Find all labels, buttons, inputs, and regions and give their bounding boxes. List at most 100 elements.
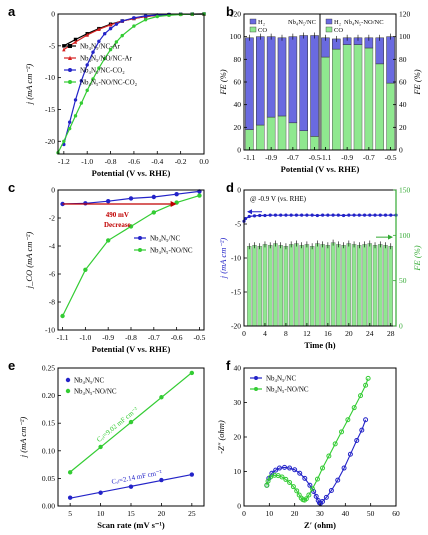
panel-d-data-point <box>373 213 377 217</box>
panel-b-bar-h2 <box>310 35 319 137</box>
panel-d-x-tick-label: 16 <box>324 329 332 338</box>
panel-b-x-tick-label: -0.7 <box>363 153 375 162</box>
panel-c-x-tick-label: -0.6 <box>171 333 183 342</box>
panel-d-fe-bar <box>262 244 268 327</box>
panel-d-fe-bar <box>252 245 257 327</box>
panel-e-x-tick-label: 25 <box>188 509 196 518</box>
panel-d-data-point <box>321 213 325 217</box>
panel-f-data-point <box>365 375 371 381</box>
panel-b-bar-h2 <box>255 36 265 126</box>
panel-c-data-point <box>83 201 88 206</box>
panel-d-data-point <box>289 213 293 217</box>
panel-f-x-tick-label: 40 <box>342 509 350 518</box>
panel-f-data-point <box>282 464 288 470</box>
panel-d-fe-bar <box>362 244 367 327</box>
panel-e-fit-label: Cₑₗ=9.02 mF cm⁻² <box>95 405 140 443</box>
panel-d-fe-bar <box>372 245 378 327</box>
panel-c-x-tick-label: -0.9 <box>102 333 114 342</box>
panel-c-annotation-value: 490 mV <box>106 211 129 219</box>
panel-label: d <box>226 180 234 195</box>
panel-f-data-point <box>313 493 319 499</box>
panel-a-data-point <box>85 88 89 93</box>
panel-b-bar-co <box>386 82 395 151</box>
panel-f-data-point <box>287 480 293 486</box>
panel-f-data-point <box>314 476 320 482</box>
panel-d-y-tick-label: -10 <box>231 254 241 263</box>
panel-e-data-point <box>67 470 73 475</box>
panel-e-y-tick-label: 0.05 <box>42 474 55 483</box>
panel-b-bar-co <box>288 122 298 151</box>
panel-a-legend-label: Nb₄N₅-NO/NC-CO₂ <box>80 79 138 87</box>
panel-b-y-tick-label: 40 <box>234 100 242 109</box>
panel-f-legend-label: Nb₄N₅-NO/NC <box>266 386 309 394</box>
panel-a-x-tick-label: -0.4 <box>151 157 163 166</box>
panel-f-data-point <box>287 465 293 471</box>
panel-a-data-point <box>79 79 84 83</box>
panel-a-data-point <box>108 47 113 52</box>
panel-f-x-tick-label: 60 <box>392 509 400 518</box>
panel-c-x-tick-label: -0.5 <box>194 333 206 342</box>
panel-d-y-axis-label: FE (%) <box>412 245 422 271</box>
panel-d-y-axis-label: j (mA cm⁻²) <box>218 238 228 280</box>
panel-c-y-tick-label: -6 <box>49 270 55 279</box>
panel-a-legend-data-point <box>68 68 72 72</box>
panel-a-y-tick-label: -15 <box>45 105 55 114</box>
panel-f-data-point <box>265 478 271 484</box>
panel-a-data-point <box>85 63 89 67</box>
panel-b-y-tick-label: 120 <box>399 10 411 19</box>
panel-e-y-tick-label: 0.20 <box>42 391 55 400</box>
panel-d-y-tick-label: -20 <box>231 322 241 331</box>
panel-b-y-tick-label: 40 <box>399 100 407 109</box>
panel-f-data-point <box>332 441 338 447</box>
panel-c-data-point <box>174 192 179 197</box>
panel-f-data-point <box>283 476 289 482</box>
panel-d-fe-bar <box>294 243 299 327</box>
panel-a-data-point <box>143 18 148 22</box>
panel-d-fe-bar <box>351 244 357 327</box>
panel-d-fe-bar <box>267 245 273 327</box>
panel-e-data-point <box>128 484 134 489</box>
panel-f-data-point <box>339 429 345 435</box>
panel-a-x-tick-label: -0.2 <box>175 157 187 166</box>
panel-e-data-point <box>128 419 134 425</box>
panel-b-bar-co <box>255 124 265 151</box>
panel-c-data-point <box>151 210 157 215</box>
panel-b-x-tick-label: -0.9 <box>341 153 353 162</box>
panel-d-x-tick-label: 0 <box>242 329 246 338</box>
panel-d-x-tick-label: 8 <box>284 329 288 338</box>
panel-f-data-point <box>363 382 369 388</box>
panel-b-bar-co <box>375 63 385 151</box>
panel-c-arrow-head <box>170 201 177 207</box>
panel-b-bar-co <box>321 56 330 151</box>
panel-a-y-tick-label: -10 <box>45 73 55 82</box>
panel-e-data-point <box>67 495 73 500</box>
panel-d-data-point <box>243 216 248 221</box>
panel-a-data-point <box>97 66 101 70</box>
panel-d-data-point <box>310 213 314 217</box>
panel-e-x-tick-label: 15 <box>127 509 135 518</box>
panel-b-bar-co <box>353 44 363 151</box>
panel-d-y-tick-label: -5 <box>235 220 241 229</box>
panel-f-legend-data-point <box>254 376 258 380</box>
panel-d-data-point <box>331 213 335 217</box>
panel-d-fe-bar <box>278 245 283 327</box>
panel-a-data-point <box>73 37 78 42</box>
panel-c-data-point <box>60 313 65 319</box>
panel-c-legend-label: Nb₄N₅-NO/NC <box>150 247 193 255</box>
panel-c-y-tick-label: -8 <box>49 298 55 307</box>
panel-b-legend-label: CO <box>258 27 267 34</box>
panel-b-y-tick-label: 100 <box>230 32 242 41</box>
panel-d-y-tick-label: 100 <box>399 231 411 240</box>
panel-d-series-line <box>243 214 396 222</box>
panel-d-fe-bar <box>336 244 341 327</box>
panel-a-y-axis-label: j (mA cm⁻²) <box>24 64 34 106</box>
panel-e-x-axis-label: Scan rate (mV s⁻¹) <box>97 520 165 530</box>
panel-f-series-line <box>266 378 369 501</box>
panel-f-x-tick-label: 20 <box>291 509 299 518</box>
panel-f-y-tick-label: 20 <box>234 433 242 442</box>
panel-b-y-tick-label: 80 <box>399 55 407 64</box>
panel-b-bar-co <box>266 116 276 151</box>
panel-c-data-point <box>105 238 111 243</box>
panel-b-bar-h2 <box>245 37 254 130</box>
